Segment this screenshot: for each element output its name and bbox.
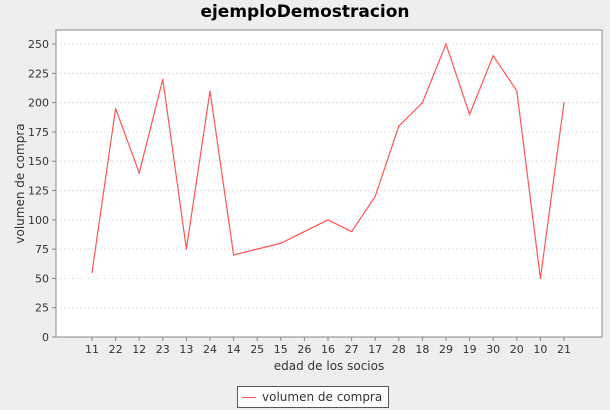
x-tick-label: 29	[439, 343, 453, 356]
data-point	[280, 242, 282, 244]
data-point	[91, 271, 93, 274]
data-point	[162, 78, 164, 80]
x-tick-label: 13	[179, 343, 193, 356]
data-point	[539, 277, 542, 280]
x-tick-label: 24	[203, 343, 217, 356]
x-tick-label: 25	[250, 343, 264, 356]
data-point	[469, 113, 471, 115]
series-layer	[91, 42, 565, 280]
data-point	[398, 125, 400, 127]
x-tick-label: 30	[486, 343, 500, 356]
data-point	[256, 248, 258, 250]
x-tick-label: 18	[415, 343, 429, 356]
data-point	[138, 172, 140, 174]
y-tick-label: 200	[28, 97, 49, 110]
x-tick-label: 10	[533, 343, 547, 356]
x-axis-title: edad de los socios	[274, 359, 384, 373]
x-tick-label: 17	[368, 343, 382, 356]
x-tick-label: 23	[156, 343, 170, 356]
y-tick-label: 50	[35, 272, 49, 285]
axes: 0 25 50 75 100 125 150 175 200 225 250 11 22 12 23 13 24…	[28, 38, 571, 356]
x-tick-label: 19	[463, 343, 477, 356]
gridlines	[56, 43, 602, 309]
data-point	[421, 102, 423, 104]
x-tick-label: 26	[297, 343, 311, 356]
y-tick-label: 0	[42, 331, 49, 344]
y-tick-label: 75	[35, 243, 49, 256]
legend: volumen de compra	[237, 386, 390, 408]
x-tick-label: 15	[274, 343, 288, 356]
data-point	[233, 254, 235, 256]
x-tick-label: 22	[109, 343, 123, 356]
y-tick-label: 100	[28, 214, 49, 227]
data-point	[516, 90, 518, 92]
x-tick-label: 11	[85, 343, 99, 356]
y-tick-label: 150	[28, 155, 49, 168]
plot-area	[55, 29, 603, 338]
legend-swatch-icon	[242, 396, 256, 398]
y-tick-label: 225	[28, 67, 49, 80]
x-tick-label: 12	[132, 343, 146, 356]
data-point	[563, 102, 565, 104]
data-point	[115, 107, 117, 110]
y-tick-label: 125	[28, 185, 49, 198]
y-tick-label: 175	[28, 126, 49, 139]
data-point	[185, 248, 187, 250]
chart-title: ejemploDemostracion	[200, 2, 410, 22]
x-tick-label: 27	[345, 343, 359, 356]
x-tick-label: 21	[557, 343, 571, 356]
data-point	[374, 195, 376, 197]
data-point	[445, 43, 447, 45]
y-axis-title: volumen de compra	[13, 123, 27, 243]
data-point	[327, 219, 329, 221]
x-tick-label: 28	[392, 343, 406, 356]
data-point	[351, 230, 353, 233]
x-tick-label: 16	[321, 343, 335, 356]
x-tick-label: 14	[227, 343, 241, 356]
data-point	[492, 55, 494, 57]
data-point	[303, 230, 305, 233]
legend-label: volumen de compra	[262, 390, 383, 404]
y-tick-label: 250	[28, 38, 49, 51]
data-point	[209, 90, 211, 92]
x-tick-label: 20	[510, 343, 524, 356]
y-tick-label: 25	[35, 302, 49, 315]
